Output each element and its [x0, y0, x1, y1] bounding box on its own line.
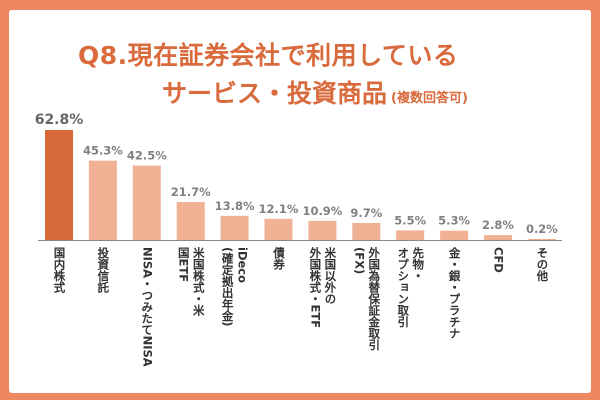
- bar-5: [220, 215, 249, 240]
- bar-8: [352, 223, 381, 240]
- data-label: 0.2%: [526, 222, 558, 236]
- data-label: 5.3%: [438, 214, 470, 228]
- category-label: 債券: [272, 247, 286, 270]
- data-label: 42.5%: [127, 149, 167, 163]
- category-label: 投資信託: [96, 247, 111, 293]
- bar-9: [396, 230, 425, 240]
- bar-7: [308, 220, 337, 240]
- category-label: NISA・つみたてNISA: [140, 247, 155, 367]
- chart-title-line1: Q8.現在証券会社で利用している: [78, 41, 459, 70]
- category-label: 外国為替保証金取引 (FX): [352, 247, 382, 351]
- category-label: 先物・ オプション取引: [396, 247, 426, 328]
- data-label: 13.8%: [215, 199, 255, 213]
- data-label: 10.9%: [302, 204, 342, 218]
- bar-12: [527, 239, 556, 240]
- category-label: その他: [535, 247, 550, 282]
- bar-3: [132, 165, 161, 240]
- category-label: iDeco (確定拠出年金): [220, 247, 250, 327]
- chart-title-main: サービス・投資商品: [162, 79, 388, 108]
- data-label: 62.8%: [35, 112, 84, 128]
- category-label: 米国株式・米 国ETF: [176, 247, 206, 316]
- category-label: 米国以外の 外国株式・ETF: [308, 247, 338, 329]
- data-label: 9.7%: [350, 206, 382, 220]
- bar-6: [264, 218, 293, 240]
- data-label: 5.5%: [394, 213, 426, 227]
- data-label: 45.3%: [83, 144, 123, 158]
- bar-1: [45, 130, 73, 240]
- bar-4: [176, 201, 205, 240]
- category-label: 金・銀・プラチナ: [447, 247, 462, 339]
- chart-title-note: (複数回答可): [391, 91, 468, 106]
- bar-2: [88, 160, 117, 240]
- chart-title-line2: サービス・投資商品 (複数回答可): [162, 74, 468, 110]
- data-label: 21.7%: [171, 185, 211, 199]
- data-label: 12.1%: [259, 202, 299, 216]
- category-label: CFD: [491, 247, 506, 273]
- bar-11: [484, 235, 512, 240]
- bar-10: [440, 230, 469, 240]
- category-label: 国内株式: [52, 247, 67, 293]
- data-label: 2.8%: [482, 218, 514, 232]
